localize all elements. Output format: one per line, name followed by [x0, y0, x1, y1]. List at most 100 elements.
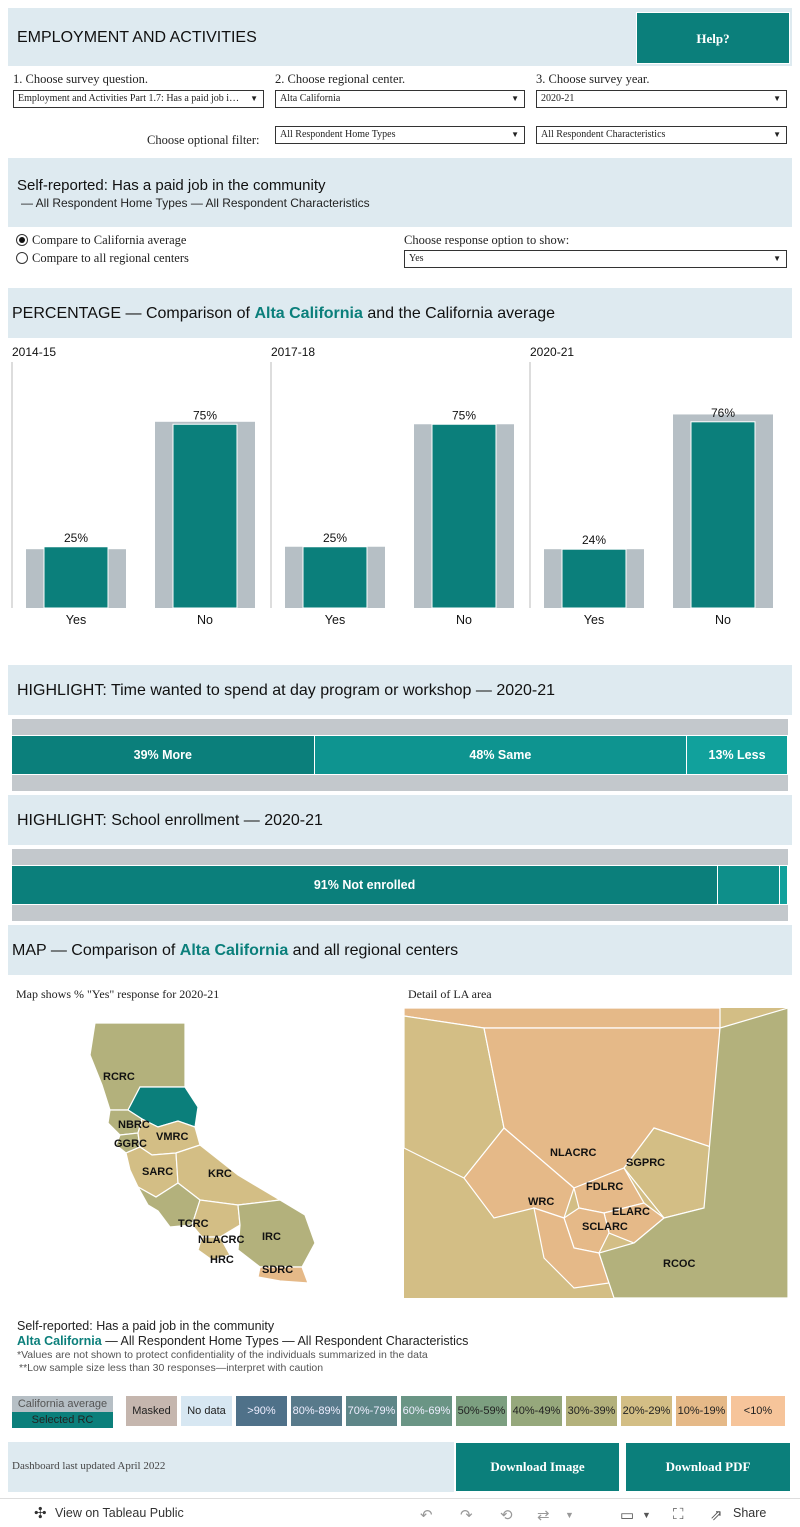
percentage-band: [8, 288, 792, 338]
bar-value-label: 75%: [193, 408, 217, 422]
comment-icon[interactable]: ▭: [620, 1507, 635, 1524]
map-label-ggrc: GGRC: [114, 1138, 147, 1150]
la-label-nlacrc: NLACRC: [550, 1147, 596, 1159]
percentage-title: PERCENTAGE — Comparison of Alta Californ…: [12, 305, 555, 323]
notes-center: Alta California: [17, 1334, 102, 1348]
map-region-hrc: [197, 1236, 231, 1261]
compare-california-label: Compare to California average: [32, 233, 187, 247]
map-center: Alta California: [179, 942, 289, 959]
bar-category-label: No: [715, 613, 731, 627]
school-segment: [718, 866, 780, 904]
selfreport-title: Self-reported: Has a paid job in the com…: [17, 177, 326, 194]
legend-item: 80%-89%: [291, 1396, 342, 1426]
survey-year-value: 2020-21: [541, 93, 575, 104]
chevron-down-icon: ▼: [511, 130, 519, 139]
notes-low-sample: **Low sample size less than 30 responses…: [19, 1362, 324, 1374]
revert-icon[interactable]: ⟲: [500, 1507, 513, 1524]
time-ca-average-bar-top: [12, 719, 788, 735]
legend-item: >90%: [236, 1396, 287, 1426]
bar-category-label: No: [456, 613, 472, 627]
survey-question-value: Employment and Activities Part 1.7: Has …: [18, 93, 241, 104]
home-type-value: All Respondent Home Types: [280, 129, 396, 140]
la-label-elarc: ELARC: [612, 1206, 650, 1218]
chevron-down-icon[interactable]: ▼: [642, 1510, 651, 1520]
legend-item: No data: [181, 1396, 232, 1426]
legend-item: 70%-79%: [346, 1396, 397, 1426]
legend-item: 50%-59%: [456, 1396, 507, 1426]
la-label-wrc: WRC: [528, 1196, 554, 1208]
response-option-dropdown[interactable]: Yes ▼: [404, 250, 787, 268]
redo-icon[interactable]: ↷: [460, 1507, 473, 1524]
tableau-toolbar: [0, 1498, 800, 1527]
survey-question-dropdown[interactable]: Employment and Activities Part 1.7: Has …: [13, 90, 264, 108]
map-title-prefix: MAP — Comparison of: [12, 942, 180, 959]
radio-selected-icon: [16, 234, 28, 246]
school-ca-average-bar-bottom: [12, 905, 788, 921]
view-on-tableau-link[interactable]: View on Tableau Public: [55, 1506, 184, 1520]
chevron-down-icon: ▼: [773, 254, 781, 263]
percentage-center: Alta California: [254, 305, 363, 322]
highlight-school-chart: 91% Not enrolled: [12, 849, 788, 921]
selected-rc-bar: [431, 423, 497, 609]
notes-line1: Self-reported: Has a paid job in the com…: [17, 1319, 275, 1333]
map-title-suffix: and all regional centers: [288, 942, 459, 959]
radio-unselected-icon: [16, 252, 28, 264]
la-region-rcoc: [598, 1008, 788, 1298]
time-segment: 48% Same: [314, 736, 687, 774]
map-label-vmrc: VMRC: [156, 1131, 188, 1143]
map-caption-left: Map shows % "Yes" response for 2020-21: [16, 987, 220, 1001]
legend-ca-average: California average: [12, 1396, 113, 1412]
tableau-logo-icon: ✣: [34, 1505, 47, 1522]
refresh-icon[interactable]: ⇄: [537, 1507, 550, 1524]
time-segment: 13% Less: [687, 736, 787, 774]
footer-band: [8, 1442, 454, 1492]
panel-year-label: 2020-21: [530, 345, 574, 359]
compare-all-radio[interactable]: Compare to all regional centers: [16, 251, 189, 266]
bar-category-label: Yes: [325, 613, 345, 627]
school-segment: [780, 866, 787, 904]
map-region-sdrc: [257, 1266, 309, 1284]
time-segment: 39% More: [12, 736, 314, 774]
map-band: [8, 925, 792, 975]
selected-rc-bar: [302, 546, 368, 609]
highlight-school-title: HIGHLIGHT: School enrollment — 2020-21: [17, 812, 323, 829]
panel-year-label: 2014-15: [12, 345, 56, 359]
notes-line2-rest: — All Respondent Home Types — All Respon…: [101, 1334, 469, 1348]
highlight-time-title: HIGHLIGHT: Time wanted to spend at day p…: [17, 682, 556, 699]
download-pdf-button[interactable]: Download PDF: [626, 1443, 790, 1491]
regional-center-dropdown[interactable]: Alta California ▼: [275, 90, 525, 108]
share-button[interactable]: Share: [733, 1506, 767, 1520]
response-option-label: Choose response option to show:: [404, 233, 570, 247]
legend-selected-rc: Selected RC: [12, 1412, 113, 1428]
la-detail-map[interactable]: NLACRC SGPRC FDLRC WRC ELARC SCLARC RCOC: [404, 1008, 788, 1298]
chevron-down-icon[interactable]: ▼: [565, 1510, 574, 1520]
legend-item: <10%: [731, 1396, 785, 1426]
bar-category-label: Yes: [584, 613, 604, 627]
map-label-irc: IRC: [262, 1231, 281, 1243]
percentage-title-prefix: PERCENTAGE — Comparison of: [12, 305, 255, 322]
map-label-nbrc: NBRC: [118, 1119, 150, 1131]
updated-text: Dashboard last updated April 2022: [12, 1460, 166, 1472]
home-type-dropdown[interactable]: All Respondent Home Types ▼: [275, 126, 525, 144]
fullscreen-icon[interactable]: ⛶: [673, 1506, 684, 1523]
map-label-nlacrc: NLACRC: [198, 1234, 244, 1246]
survey-question-label: 1. Choose survey question.: [13, 72, 149, 86]
percentage-bar-chart: 2014-15 25% Yes 75% No 2017-18 25% Yes 75% No 2020…: [11, 345, 773, 627]
california-map[interactable]: RCRC NBRC VMRC GGRC SARC KRC TCRC NLACRC…: [80, 1015, 330, 1305]
download-image-button[interactable]: Download Image: [456, 1443, 619, 1491]
compare-california-radio[interactable]: Compare to California average: [16, 233, 186, 248]
map-label-krc: KRC: [208, 1168, 232, 1180]
help-button[interactable]: Help?: [636, 12, 790, 64]
selected-rc-bar: [690, 421, 756, 609]
response-option-value: Yes: [409, 253, 424, 264]
map-label-sdrc: SDRC: [262, 1264, 293, 1276]
legend-item: 40%-49%: [511, 1396, 562, 1426]
notes-confidentiality: *Values are not shown to protect confide…: [17, 1349, 428, 1361]
survey-year-dropdown[interactable]: 2020-21 ▼: [536, 90, 787, 108]
school-segment: 91% Not enrolled: [12, 866, 718, 904]
characteristics-dropdown[interactable]: All Respondent Characteristics ▼: [536, 126, 787, 144]
bar-value-label: 75%: [452, 408, 476, 422]
map-label-hrc: HRC: [210, 1254, 234, 1266]
undo-icon[interactable]: ↶: [420, 1507, 433, 1524]
share-icon[interactable]: ⇗: [710, 1507, 723, 1524]
